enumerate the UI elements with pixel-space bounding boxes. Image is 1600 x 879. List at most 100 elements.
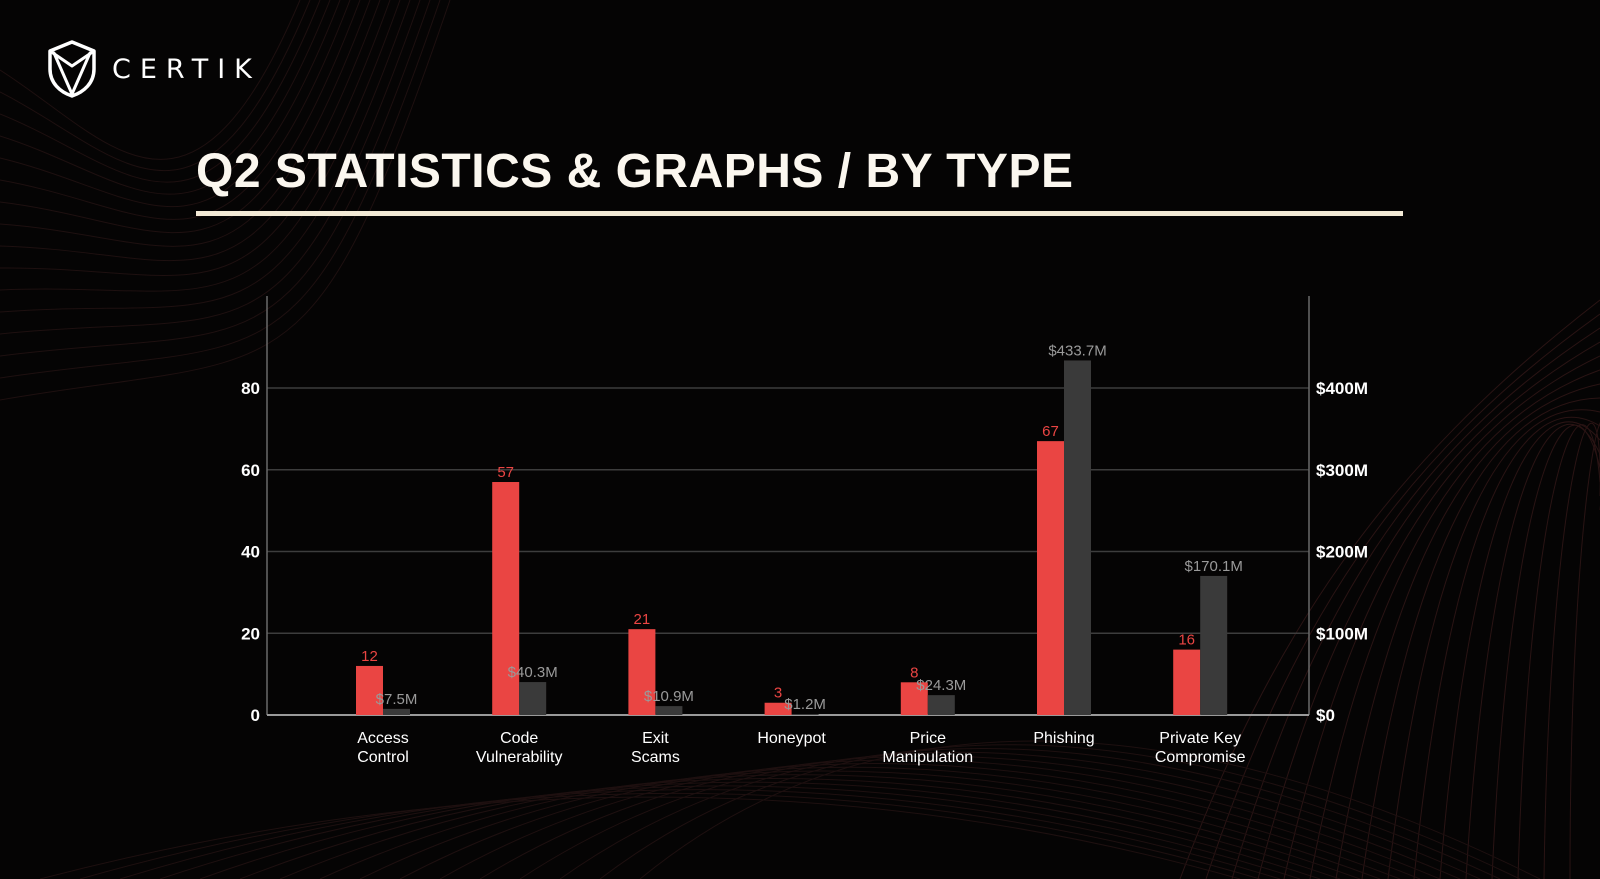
loss-amount-bar	[1064, 360, 1091, 715]
incident-count-label: 16	[1178, 632, 1195, 649]
loss-amount-bar	[927, 695, 955, 715]
background-wave-line	[0, 0, 411, 313]
y-left-tick-label: 60	[241, 461, 260, 480]
category-label: Exit	[642, 730, 669, 747]
y-left-tick-label: 0	[251, 706, 260, 725]
incident-count-bar	[764, 702, 792, 715]
background-wave-line	[159, 785, 1301, 879]
background-wave-line	[1231, 327, 1600, 879]
background-wave-line	[0, 0, 321, 183]
loss-amount-label: $170.1M	[1185, 558, 1243, 575]
background-wave-line	[1335, 383, 1600, 879]
background-wave-line	[1413, 416, 1600, 879]
loss-amount-label: $433.7M	[1048, 342, 1106, 359]
background-wave-line	[1283, 355, 1600, 879]
background-wave-line	[0, 0, 311, 171]
y-left-tick-label: 20	[241, 624, 260, 643]
y-right-tick-label: $400M	[1316, 379, 1368, 398]
background-wave-line	[1491, 424, 1600, 879]
background-wave-line	[0, 0, 421, 335]
y-left-tick-label: 80	[241, 379, 260, 398]
y-right-tick-label: $0	[1316, 706, 1335, 725]
background-wave-line	[519, 751, 1481, 879]
category-label: Scams	[631, 749, 680, 766]
category-label: Vulnerability	[476, 749, 563, 766]
background-wave-line	[1361, 397, 1600, 879]
background-wave-line	[79, 792, 1261, 879]
background-wave-line	[1569, 422, 1600, 879]
incident-count-bar	[1037, 441, 1064, 715]
y-right-tick-label: $300M	[1316, 461, 1368, 480]
loss-amount-label: $1.2M	[784, 696, 826, 713]
incident-count-bar	[356, 665, 383, 715]
incident-count-bar	[492, 482, 520, 715]
incident-count-label: 57	[497, 464, 514, 481]
background-wave-line	[0, 0, 441, 379]
loss-amount-bar	[383, 708, 410, 715]
background-wave-line	[199, 781, 1321, 879]
category-label: Code	[500, 730, 538, 747]
loss-amount-label: $10.9M	[644, 688, 694, 705]
incident-count-label: 8	[910, 664, 918, 681]
incident-count-label: 67	[1042, 423, 1059, 440]
background-wave-line	[0, 0, 361, 234]
loss-amount-bar	[655, 706, 683, 715]
incident-count-label: 3	[774, 685, 782, 702]
background-wave-line	[0, 0, 371, 247]
background-wave-line	[1543, 422, 1600, 879]
background-wave-line	[0, 0, 351, 220]
background-wave-line	[559, 748, 1501, 879]
background-wave-line	[0, 0, 451, 401]
loss-amount-label: $7.5M	[376, 691, 418, 708]
loss-amount-bar	[519, 682, 547, 715]
loss-amount-label: $24.3M	[916, 677, 966, 694]
brand-name: CERTIK	[112, 53, 261, 85]
background-wave-line	[0, 0, 381, 262]
y-right-tick-label: $100M	[1316, 624, 1368, 643]
background-wave-line	[479, 755, 1461, 879]
background-wave-line	[1309, 369, 1600, 879]
category-label: Price	[910, 730, 947, 747]
y-left-tick-label: 40	[241, 543, 260, 562]
background-wave-line	[1179, 299, 1600, 879]
background-wave-line	[1465, 424, 1600, 879]
category-label: Private Key	[1159, 730, 1241, 747]
incident-count-bar	[900, 682, 928, 715]
loss-amount-bar	[1200, 575, 1228, 715]
background-wave-line	[1517, 424, 1600, 879]
loss-amount-label: $40.3M	[508, 664, 558, 681]
background-wave-line	[0, 0, 331, 195]
category-label: Honeypot	[757, 730, 826, 747]
category-label: Access	[357, 730, 409, 747]
category-label: Compromise	[1155, 749, 1246, 766]
title-underline	[196, 211, 1403, 216]
background-wave-line	[599, 744, 1521, 879]
background-wave-line	[399, 763, 1421, 879]
background-wave-line	[319, 770, 1381, 879]
background-wave-line	[1387, 409, 1600, 879]
background-wave-line	[0, 0, 341, 207]
incident-count-bar	[628, 629, 656, 715]
background-wave-line	[0, 0, 401, 292]
background-wave-line	[39, 796, 1241, 879]
page-title: Q2 STATISTICS & GRAPHS / BY TYPE	[196, 145, 1074, 198]
certik-shield-icon	[48, 40, 96, 98]
category-label: Phishing	[1033, 730, 1094, 747]
background-wave-line	[1257, 341, 1600, 879]
incident-count-bar	[1173, 649, 1201, 715]
background-wave-line	[279, 774, 1361, 879]
background-wave-line	[1439, 421, 1600, 879]
y-right-tick-label: $200M	[1316, 543, 1368, 562]
background-wave-line	[239, 778, 1341, 879]
background-wave-line	[0, 0, 391, 276]
background-wave-line	[0, 0, 431, 357]
incident-count-label: 21	[634, 611, 651, 628]
category-label: Control	[357, 749, 409, 766]
certik-logo: CERTIK	[46, 40, 261, 98]
background-wave-line	[439, 759, 1441, 879]
incident-count-label: 12	[361, 648, 378, 665]
loss-amount-bar	[791, 714, 819, 715]
background-wave-line	[0, 0, 301, 160]
